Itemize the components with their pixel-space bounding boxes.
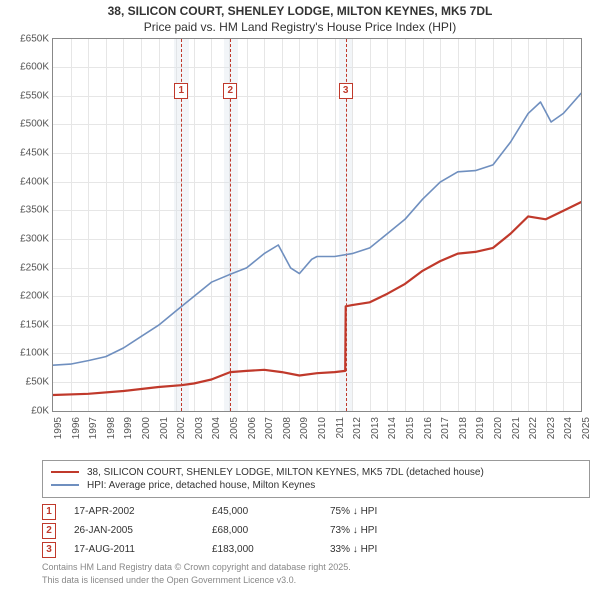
x-tick-label: 2003 [194,417,205,447]
y-tick-label: £50K [13,376,49,387]
event-row: 3 17-AUG-2011 £183,000 33% ↓ HPI [42,542,590,558]
x-tick-label: 2012 [352,417,363,447]
x-tick-label: 1997 [88,417,99,447]
x-tick-label: 2023 [546,417,557,447]
legend-swatch [51,484,79,486]
x-tick-label: 2011 [335,417,346,447]
y-tick-label: £150K [13,319,49,330]
legend-label: 38, SILICON COURT, SHENLEY LODGE, MILTON… [87,467,484,478]
event-hpi: 75% ↓ HPI [330,506,430,517]
event-price: £45,000 [212,506,312,517]
event-price: £183,000 [212,544,312,555]
series-layer [53,39,581,411]
y-tick-label: £600K [13,62,49,73]
x-tick-label: 2000 [141,417,152,447]
y-tick-label: £650K [13,33,49,44]
x-tick-label: 1995 [53,417,64,447]
y-tick-label: £250K [13,262,49,273]
legend-swatch [51,471,79,473]
x-tick-label: 2013 [370,417,381,447]
x-tick-label: 2015 [405,417,416,447]
x-tick-label: 2006 [247,417,258,447]
x-tick-label: 1998 [106,417,117,447]
y-tick-label: £550K [13,90,49,101]
x-tick-label: 2024 [563,417,574,447]
chart: £0K £50K £100K £150K £200K £250K £300K £350K £40… [10,36,590,456]
x-tick-label: 2007 [264,417,275,447]
event-number: 2 [42,523,56,539]
x-tick-label: 2018 [458,417,469,447]
event-date: 26-JAN-2005 [74,525,194,536]
legend-label: HPI: Average price, detached house, Milt… [87,480,315,491]
event-hpi: 73% ↓ HPI [330,525,430,536]
y-tick-label: £200K [13,291,49,302]
x-tick-label: 2025 [581,417,592,447]
event-price: £68,000 [212,525,312,536]
x-tick-label: 2021 [511,417,522,447]
legend-item: HPI: Average price, detached house, Milt… [51,480,581,491]
event-row: 1 17-APR-2002 £45,000 75% ↓ HPI [42,504,590,520]
legend: 38, SILICON COURT, SHENLEY LODGE, MILTON… [42,460,590,498]
x-tick-label: 2001 [159,417,170,447]
x-tick-label: 2008 [282,417,293,447]
event-date: 17-AUG-2011 [74,544,194,555]
page-title: 38, SILICON COURT, SHENLEY LODGE, MILTON… [0,0,600,20]
footnote-line-1: Contains HM Land Registry data © Crown c… [42,562,590,573]
x-tick-label: 2010 [317,417,328,447]
x-tick-label: 2019 [475,417,486,447]
y-tick-label: £400K [13,176,49,187]
x-tick-label: 1999 [123,417,134,447]
events-table: 1 17-APR-2002 £45,000 75% ↓ HPI 2 26-JAN-2005… [42,504,590,558]
legend-item: 38, SILICON COURT, SHENLEY LODGE, MILTON… [51,467,581,478]
y-tick-label: £0K [13,405,49,416]
series-hpi [53,93,581,365]
event-hpi: 33% ↓ HPI [330,544,430,555]
series-price [53,202,581,395]
y-tick-label: £450K [13,148,49,159]
event-date: 17-APR-2002 [74,506,194,517]
x-tick-label: 1996 [71,417,82,447]
event-row: 2 26-JAN-2005 £68,000 73% ↓ HPI [42,523,590,539]
x-tick-label: 2016 [423,417,434,447]
page-subtitle: Price paid vs. HM Land Registry's House … [0,20,600,36]
x-tick-label: 2002 [176,417,187,447]
x-tick-label: 2004 [211,417,222,447]
y-tick-label: £100K [13,348,49,359]
x-tick-label: 2020 [493,417,504,447]
y-tick-label: £350K [13,205,49,216]
y-tick-label: £300K [13,233,49,244]
x-tick-label: 2014 [387,417,398,447]
event-number: 3 [42,542,56,558]
plot-area: £0K£50K£100K£150K£200K£250K£300K£350K£40… [52,38,582,412]
event-number: 1 [42,504,56,520]
x-tick-label: 2009 [299,417,310,447]
x-tick-label: 2005 [229,417,240,447]
footnote-line-2: This data is licensed under the Open Gov… [42,575,590,586]
x-tick-label: 2022 [528,417,539,447]
x-tick-label: 2017 [440,417,451,447]
y-tick-label: £500K [13,119,49,130]
